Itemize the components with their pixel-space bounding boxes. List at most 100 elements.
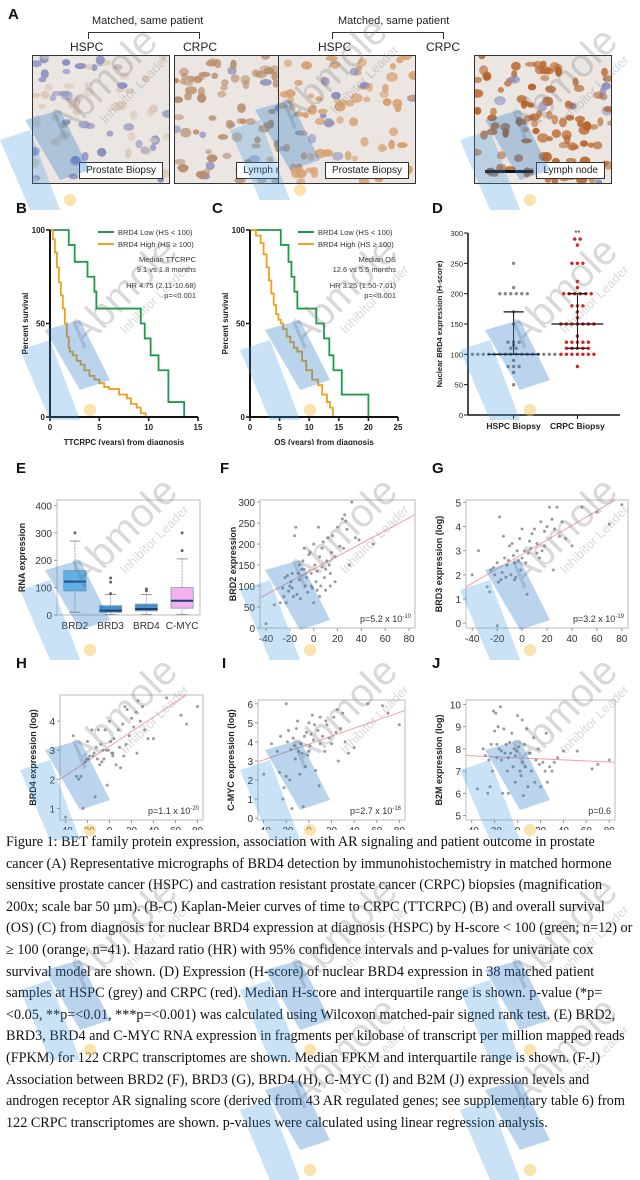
cell-nucleus	[272, 79, 280, 88]
cell-nucleus	[551, 129, 561, 138]
cell-nucleus	[604, 160, 611, 170]
data-point	[339, 727, 342, 731]
x-tick-label: 40	[349, 826, 361, 830]
cell-nucleus	[69, 156, 82, 166]
cell-nucleus	[478, 56, 486, 60]
data-point	[279, 734, 283, 738]
x-tick-label: 20	[332, 634, 344, 645]
data-point	[589, 292, 593, 296]
data-point	[586, 346, 591, 350]
data-point	[581, 340, 585, 344]
data-point	[575, 243, 580, 247]
data-point	[302, 546, 306, 550]
y-axis-label: Percent survival	[21, 293, 30, 355]
data-point	[336, 759, 340, 763]
cell-nucleus	[551, 114, 559, 125]
data-point	[516, 714, 520, 718]
data-point	[486, 791, 490, 795]
outlier-point	[144, 587, 148, 591]
crpc-title: CRPC	[183, 40, 218, 54]
data-point	[315, 588, 319, 592]
x-tick-label: 80	[604, 826, 616, 830]
cell-nucleus	[192, 129, 200, 135]
x-tick-label: BRD2	[62, 621, 89, 632]
cell-nucleus	[490, 107, 497, 116]
data-point	[313, 723, 316, 727]
cell-nucleus	[475, 107, 482, 115]
y-axis-label: BRD3 expression (log)	[434, 516, 444, 613]
data-point	[333, 555, 337, 559]
km-curve-low	[250, 229, 370, 417]
data-point	[146, 737, 150, 741]
cell-nucleus	[62, 68, 71, 75]
outlier-point	[180, 531, 184, 535]
data-point	[290, 807, 294, 811]
data-point	[132, 725, 136, 729]
cell-nucleus	[573, 84, 585, 93]
cell-nucleus	[511, 61, 521, 71]
data-point	[281, 586, 285, 590]
cell-nucleus	[148, 138, 159, 144]
cell-nucleus	[300, 152, 308, 160]
data-point	[397, 723, 401, 727]
cell-nucleus	[307, 105, 317, 115]
data-point	[501, 791, 505, 795]
data-point	[515, 549, 519, 553]
data-point	[285, 574, 289, 577]
regression-line	[466, 755, 615, 763]
cell-nucleus	[208, 115, 217, 121]
data-point	[275, 749, 279, 753]
cell-nucleus	[33, 158, 40, 168]
data-point	[380, 704, 384, 708]
x-tick-label: 15	[334, 423, 343, 432]
y-tick-label: 8	[455, 745, 461, 756]
cell-nucleus	[33, 115, 42, 123]
p-value-exponent: -16	[392, 806, 401, 812]
cell-nucleus	[53, 137, 61, 147]
data-point	[291, 736, 295, 740]
data-point	[338, 544, 342, 548]
cell-nucleus	[284, 89, 296, 98]
y-tick-label: 3	[49, 746, 55, 757]
cell-nucleus	[565, 114, 575, 121]
cell-nucleus	[175, 158, 186, 165]
data-point	[484, 754, 487, 758]
data-point	[321, 540, 325, 544]
x-axis-label: OS (years) from diagnosis	[274, 438, 374, 445]
data-point	[524, 561, 528, 565]
cell-nucleus	[520, 101, 530, 107]
data-point	[123, 705, 127, 709]
p-value-exponent: -20	[190, 806, 199, 812]
data-point	[510, 731, 514, 735]
data-point	[481, 352, 485, 356]
data-point	[519, 568, 523, 572]
data-point	[105, 783, 109, 787]
cell-nucleus	[496, 151, 506, 160]
cell-nucleus	[58, 130, 70, 141]
watermark-dot	[84, 644, 96, 656]
cell-nucleus	[296, 178, 306, 183]
cell-nucleus	[214, 59, 222, 69]
x-tick-label: -20	[487, 826, 502, 830]
y-tick-label: 200	[238, 540, 255, 551]
y-tick-label: 0	[247, 814, 253, 825]
p-value-annotation: p=2.7 x 10-16	[350, 806, 402, 816]
cell-nucleus	[389, 127, 398, 137]
data-point	[143, 728, 147, 732]
y-tick-label: 3	[455, 547, 461, 558]
data-point	[496, 725, 500, 729]
data-point	[284, 774, 288, 778]
cell-nucleus	[307, 93, 315, 99]
data-point	[297, 749, 301, 753]
data-point	[559, 352, 563, 356]
x-tick-label: 20	[364, 423, 373, 432]
cell-nucleus	[314, 148, 326, 159]
data-point	[324, 588, 328, 592]
cell-nucleus	[537, 133, 549, 143]
cell-nucleus	[350, 93, 363, 103]
data-point	[309, 732, 313, 736]
data-point	[532, 736, 536, 740]
y-axis-label: B2M expression (log)	[434, 714, 444, 805]
outlier-point	[73, 531, 77, 535]
